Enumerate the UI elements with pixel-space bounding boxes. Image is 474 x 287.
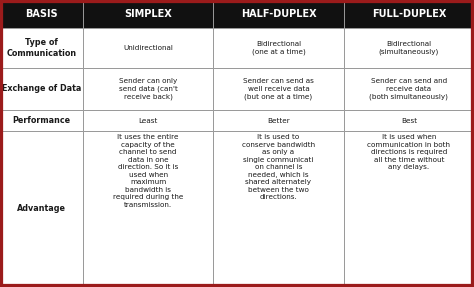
Text: Bidirectional
(simultaneously): Bidirectional (simultaneously) [379, 41, 439, 55]
Bar [344, 131, 474, 287]
Bar [213, 131, 344, 287]
Text: Exchange of Data: Exchange of Data [2, 84, 81, 94]
Bar [213, 110, 344, 131]
Bar [344, 110, 474, 131]
Text: Sender can send as
well receive data
(but one at a time): Sender can send as well receive data (bu… [243, 78, 314, 100]
Text: Better: Better [267, 118, 290, 123]
Text: SIMPLEX: SIMPLEX [124, 9, 172, 19]
Bar [83, 110, 213, 131]
Text: It is used to
conserve bandwidth
as only a
single communicati
on channel is
need: It is used to conserve bandwidth as only… [242, 134, 315, 200]
Bar [83, 0, 213, 28]
Text: It uses the entire
capacity of the
channel to send
data in one
direction. So it : It uses the entire capacity of the chann… [113, 134, 183, 208]
Bar [0, 68, 83, 110]
Bar [213, 68, 344, 110]
Text: Unidirectional: Unidirectional [123, 45, 173, 51]
Bar [213, 28, 344, 68]
Bar [83, 68, 213, 110]
Bar [213, 0, 344, 28]
Text: Best: Best [401, 118, 417, 123]
Bar [0, 131, 83, 287]
Text: Type of
Communication: Type of Communication [7, 38, 76, 58]
Bar [83, 28, 213, 68]
Text: BASIS: BASIS [25, 9, 58, 19]
Bar [0, 0, 83, 28]
Bar [0, 28, 83, 68]
Text: Advantage: Advantage [17, 204, 66, 214]
Text: HALF-DUPLEX: HALF-DUPLEX [241, 9, 316, 19]
Bar [344, 28, 474, 68]
Bar [344, 0, 474, 28]
Bar [344, 68, 474, 110]
Bar [83, 131, 213, 287]
Text: Least: Least [138, 118, 158, 123]
Text: Performance: Performance [12, 116, 71, 125]
Text: Bidirectional
(one at a time): Bidirectional (one at a time) [252, 41, 305, 55]
Text: Sender can send and
receive data
(both simultaneously): Sender can send and receive data (both s… [369, 78, 448, 100]
Bar [0, 110, 83, 131]
Text: It is used when
communication in both
directions is required
all the time withou: It is used when communication in both di… [367, 134, 450, 170]
Text: FULL-DUPLEX: FULL-DUPLEX [372, 9, 446, 19]
Text: Sender can only
send data (can't
receive back): Sender can only send data (can't receive… [118, 78, 178, 100]
